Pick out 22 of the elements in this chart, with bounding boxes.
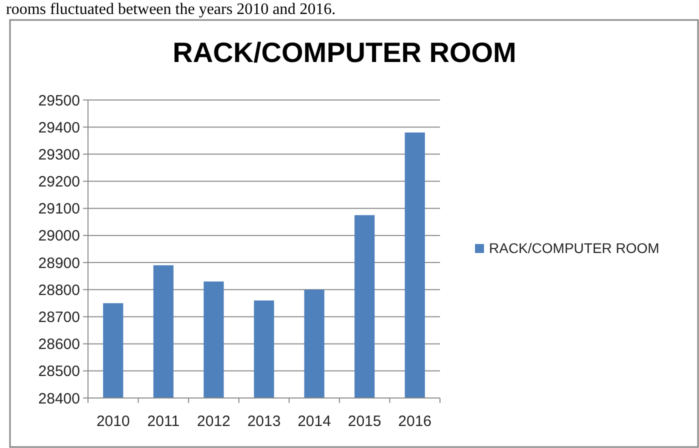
y-tick-label: 28900 xyxy=(38,254,80,272)
y-tick-label: 29400 xyxy=(38,119,80,136)
chart-title: RACK/COMPUTER ROOM xyxy=(172,37,516,68)
text: rooms fluctuated between the years 2010 and 2016. xyxy=(6,1,336,18)
x-tick-label: 2012 xyxy=(197,413,230,430)
x-tick-label: 2010 xyxy=(96,413,130,430)
y-tick-label: 29000 xyxy=(38,228,80,245)
x-tick-label: 2014 xyxy=(298,413,331,430)
legend-label: RACK/COMPUTER ROOM xyxy=(489,240,660,256)
y-tick-label: 28600 xyxy=(38,336,80,354)
y-tick-label: 29300 xyxy=(38,146,80,164)
x-tick-label: 2016 xyxy=(398,413,432,430)
y-tick-label: 28500 xyxy=(38,363,80,380)
y-tick-label: 29200 xyxy=(38,174,80,191)
y-tick-label: 28700 xyxy=(38,308,80,326)
x-tick-label: 2011 xyxy=(147,413,180,430)
x-tick-label: 2013 xyxy=(247,413,281,430)
x-tick-label: 2015 xyxy=(348,413,382,430)
y-tick-label: 28800 xyxy=(38,282,80,299)
y-tick-label: 28400 xyxy=(38,390,80,408)
y-tick-label: 29100 xyxy=(38,200,80,218)
y-tick-label: 29500 xyxy=(38,92,80,110)
